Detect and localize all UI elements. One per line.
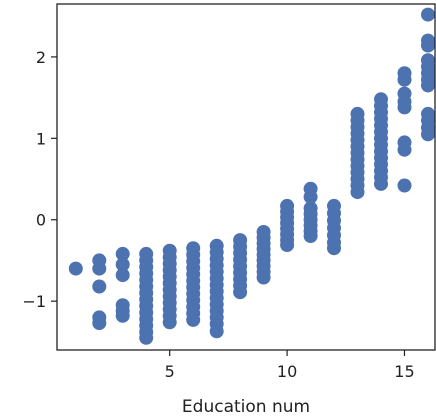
scatter-point bbox=[92, 279, 107, 294]
x-axis: 5 10 15 bbox=[165, 350, 415, 381]
scatter-point bbox=[139, 330, 154, 345]
scatter-point bbox=[303, 229, 318, 243]
scatter-point bbox=[303, 189, 318, 204]
scatter-point bbox=[115, 257, 130, 272]
scatter-point bbox=[421, 7, 435, 22]
x-tick-label: 15 bbox=[394, 362, 414, 381]
scatter-point bbox=[68, 261, 83, 276]
scatter-point bbox=[421, 38, 435, 53]
scatter-point bbox=[397, 178, 412, 193]
y-axis: 2 1 0 −1 bbox=[22, 48, 57, 311]
scatter-point bbox=[327, 241, 341, 256]
scatter-point bbox=[280, 238, 295, 252]
y-tick-label: −1 bbox=[22, 292, 46, 311]
scatter-point bbox=[421, 127, 435, 142]
scatter-point bbox=[397, 142, 412, 157]
scatter-point bbox=[115, 308, 130, 323]
scatter-point bbox=[92, 261, 107, 276]
scatter-point bbox=[374, 176, 388, 191]
scatter-point bbox=[233, 285, 248, 300]
y-tick-label: 1 bbox=[36, 129, 46, 148]
x-tick-label: 10 bbox=[277, 362, 297, 381]
scatter-point bbox=[350, 185, 365, 200]
scatter-point bbox=[186, 312, 201, 327]
scatter-point bbox=[115, 246, 130, 261]
y-tick-label: 0 bbox=[36, 211, 46, 230]
scatter-point bbox=[92, 316, 107, 331]
scatter-point bbox=[209, 324, 224, 339]
plot-frame bbox=[56, 3, 436, 351]
x-axis-label: Education num bbox=[182, 397, 310, 417]
x-tick-label: 5 bbox=[165, 362, 175, 381]
scatter-point bbox=[421, 78, 435, 93]
scatter-point bbox=[397, 72, 412, 87]
scatter-point bbox=[162, 315, 177, 330]
scatter-point bbox=[397, 100, 412, 115]
y-tick-label: 2 bbox=[36, 48, 46, 67]
points-layer bbox=[68, 7, 435, 345]
scatter-point bbox=[115, 268, 130, 283]
scatter-point bbox=[256, 270, 271, 285]
